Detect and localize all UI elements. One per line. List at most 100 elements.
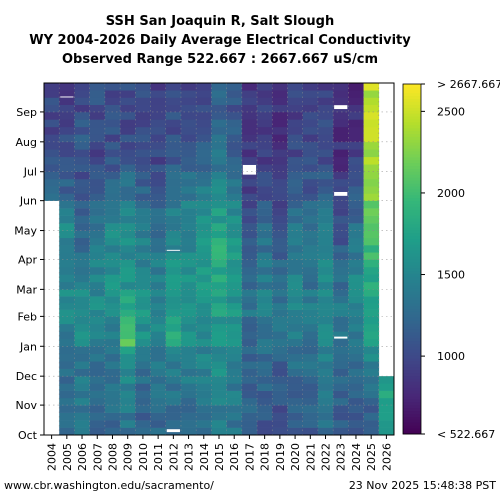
heatmap-cell xyxy=(211,156,227,165)
heatmap-cell xyxy=(89,281,106,290)
heatmap-cell xyxy=(241,383,258,391)
x-tick-label: 2020 xyxy=(289,443,302,471)
heatmap-cell xyxy=(89,186,106,194)
heatmap-cell xyxy=(257,156,273,165)
heatmap-cell xyxy=(120,134,136,143)
heatmap-cell xyxy=(241,353,258,362)
heatmap-cell xyxy=(120,259,136,268)
heatmap-cell xyxy=(44,164,60,173)
heatmap-cell xyxy=(74,390,90,399)
heatmap-cell xyxy=(120,266,136,275)
heatmap-cell xyxy=(226,302,243,310)
heatmap-cell xyxy=(241,126,258,135)
heatmap-cell xyxy=(317,405,334,413)
colorbar-tick-label: 2500 xyxy=(437,105,465,118)
heatmap-cell xyxy=(89,111,106,120)
heatmap-cell xyxy=(196,111,212,120)
heatmap-cell xyxy=(317,223,334,231)
colorbar-swatch xyxy=(403,364,421,368)
x-tick-label: 2009 xyxy=(122,443,135,471)
heatmap-cell xyxy=(120,346,136,355)
colorbar-swatch xyxy=(403,203,421,207)
heatmap-cell xyxy=(74,200,90,209)
heatmap-cell xyxy=(287,390,303,399)
heatmap-cell xyxy=(180,223,197,231)
heatmap-cell xyxy=(165,252,182,260)
heatmap-cell xyxy=(363,126,380,135)
colorbar-swatch xyxy=(403,256,421,260)
heatmap-cell xyxy=(196,361,212,369)
heatmap-cell xyxy=(317,302,334,310)
heatmap-cell xyxy=(59,208,75,216)
heatmap-cell xyxy=(363,323,380,332)
colorbar-swatch xyxy=(403,407,421,412)
heatmap-cell xyxy=(59,223,75,231)
heatmap-cell xyxy=(333,412,349,421)
colorbar-swatch xyxy=(403,302,421,307)
heatmap-cell xyxy=(211,193,227,201)
x-tick-label: 2023 xyxy=(335,443,348,471)
heatmap-cell xyxy=(211,252,227,260)
heatmap-cell xyxy=(226,186,243,194)
heatmap-cell xyxy=(89,316,106,325)
colorbar-swatch xyxy=(403,221,421,225)
heatmap-cell xyxy=(196,259,212,268)
heatmap-cell xyxy=(74,281,90,290)
heatmap-cell xyxy=(180,259,197,268)
heatmap-cell xyxy=(348,156,364,165)
heatmap-cell xyxy=(333,331,349,340)
heatmap-cell xyxy=(348,316,364,325)
heatmap-cell xyxy=(257,97,273,105)
heatmap-cell xyxy=(44,83,60,91)
heatmap-cell xyxy=(333,208,349,216)
heatmap-cell xyxy=(196,164,212,173)
heatmap-cell xyxy=(74,397,90,406)
heatmap-cell xyxy=(226,200,243,209)
colorbar-swatch xyxy=(403,396,421,400)
heatmap-cell xyxy=(74,186,90,194)
heatmap-cell xyxy=(211,309,227,317)
heatmap-cell xyxy=(196,338,212,347)
heatmap-cell xyxy=(241,376,258,384)
heatmap-cell xyxy=(89,361,106,369)
heatmap-cell xyxy=(348,412,364,421)
heatmap-cell xyxy=(287,323,303,332)
heatmap-cell xyxy=(226,316,243,325)
heatmap-cell xyxy=(333,316,349,325)
colorbar-swatch xyxy=(403,229,421,234)
heatmap-cell xyxy=(196,83,212,91)
heatmap-cell xyxy=(333,193,349,201)
colorbar-swatch xyxy=(403,183,421,187)
heatmap-cell xyxy=(135,141,151,150)
heatmap-cell xyxy=(104,397,121,406)
colorbar-swatch xyxy=(403,381,421,385)
heatmap-cell xyxy=(302,289,319,297)
colorbar-swatch xyxy=(403,288,421,292)
heatmap-cell xyxy=(257,200,273,209)
heatmap-cell xyxy=(348,346,364,355)
heatmap-cell xyxy=(241,405,258,413)
heatmap-cell xyxy=(317,119,334,128)
heatmap-cell xyxy=(257,397,273,406)
heatmap-cell xyxy=(348,368,364,377)
heatmap-cell xyxy=(196,171,212,180)
heatmap-cell xyxy=(180,412,197,421)
heatmap-cell xyxy=(180,323,197,332)
colorbar-swatch xyxy=(403,136,421,140)
heatmap-cell xyxy=(135,361,151,369)
heatmap-cell xyxy=(241,223,258,231)
heatmap-cell xyxy=(241,420,258,428)
heatmap-cell xyxy=(150,97,167,105)
heatmap-cell xyxy=(333,353,349,362)
heatmap-cell xyxy=(165,289,182,297)
heatmap-cell xyxy=(150,266,167,275)
heatmap-cell xyxy=(363,361,380,369)
heatmap-cell xyxy=(150,383,167,391)
heatmap-cell xyxy=(74,412,90,421)
heatmap-cell xyxy=(363,412,380,421)
heatmap-cell xyxy=(165,111,182,120)
missing-data-mark xyxy=(166,249,180,251)
heatmap-cell xyxy=(135,156,151,165)
heatmap-cell xyxy=(257,289,273,297)
